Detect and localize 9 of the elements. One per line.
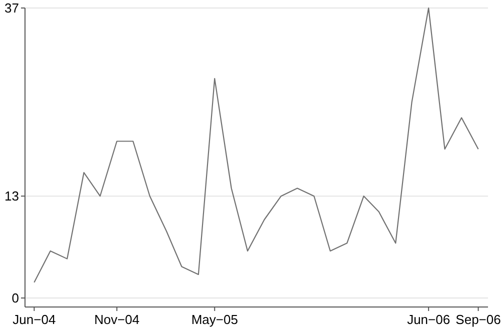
- y-tick-label: 37: [4, 0, 19, 16]
- x-tick-label: May−05: [191, 312, 238, 327]
- y-tick-label: 0: [12, 290, 19, 306]
- y-tick-label: 13: [4, 188, 19, 204]
- x-tick-label: Jun−06: [407, 312, 450, 327]
- x-tick-label: Nov−04: [94, 312, 140, 327]
- x-tick-label: Jun−04: [12, 312, 56, 327]
- line-series: [34, 7, 479, 283]
- x-tick-label: Sep−06: [456, 312, 501, 327]
